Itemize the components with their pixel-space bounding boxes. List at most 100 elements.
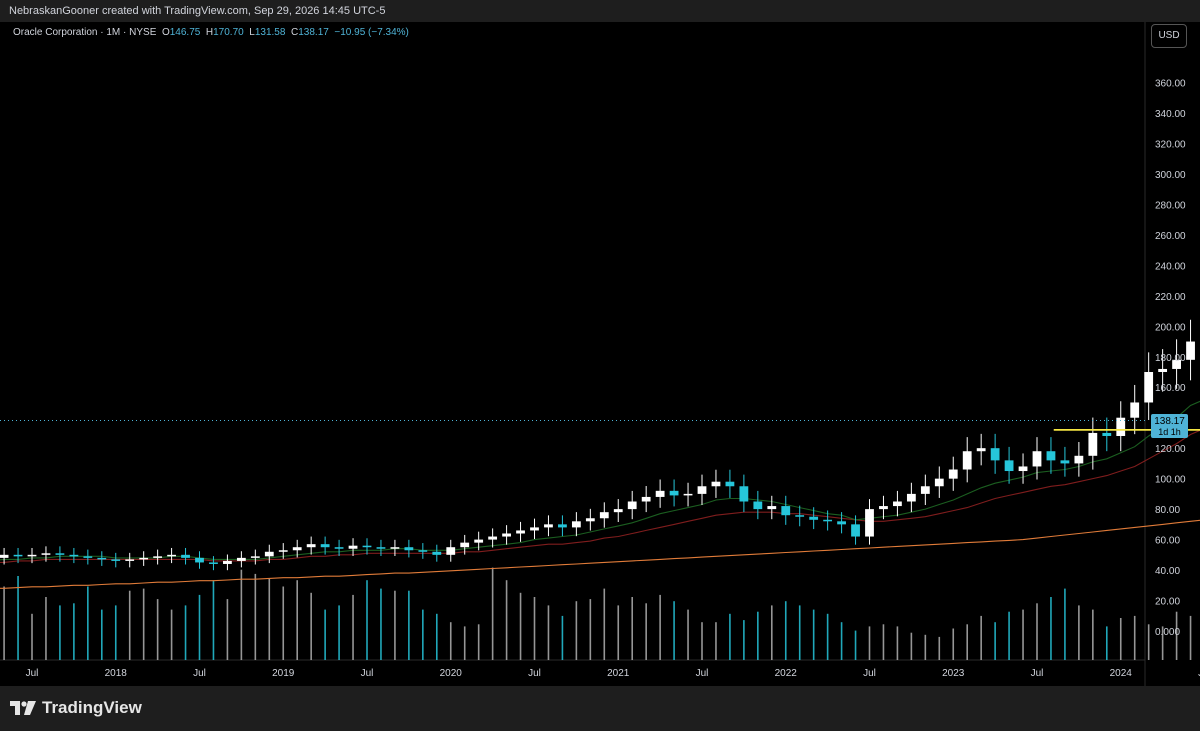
volume-bar [198,594,201,660]
currency-button[interactable]: USD [1151,24,1187,48]
x-tick-label: Jul [696,668,709,679]
volume-bar [980,615,982,660]
candle-body [432,551,442,555]
candle-body [153,556,163,558]
candle-body [69,554,79,557]
volume-bar [784,601,787,660]
volume-bar [296,580,299,660]
candle-body [83,556,93,558]
x-tick-label: Jul [193,668,206,679]
symbol-name: Oracle Corporation · 1M · NYSE [13,27,157,38]
volume-bar [603,588,606,660]
volume-bar [352,594,354,660]
volume-bar [422,609,424,660]
symbol-legend: Oracle Corporation · 1M · NYSE O146.75 H… [13,27,409,38]
y-tick-label: 240.00 [1155,261,1186,272]
candle-body [1102,432,1112,436]
volume-bar [1175,611,1178,660]
candle-body [55,553,65,555]
candle-body [795,515,805,517]
candle-body [390,547,400,549]
volume-bar [268,578,271,660]
volume-bar [282,586,285,660]
x-tick-label: Jul [863,668,876,679]
candle-body [571,521,581,528]
moving-averages [0,400,1200,589]
volume-bar [156,599,159,660]
candle-body [753,501,763,510]
time-axis[interactable]: Jul 2018 Jul 2019 Jul 2020 Jul 2021 Jul 2022 Jul 20… [26,668,1200,679]
tradingview-brand: TradingView [42,698,142,717]
volume-bar [743,620,745,660]
volume-bar [729,613,731,660]
candle-body [725,481,735,487]
candle-body [585,518,595,522]
volume-bar [1133,615,1136,660]
y-tick-label: 20.00 [1155,597,1180,608]
candle-body [1144,372,1154,403]
candle-body [250,556,260,558]
candle-body [139,557,149,560]
candle-body [906,493,916,502]
tradingview-logo[interactable]: TradingView [10,698,142,718]
volume-bar [896,626,899,660]
candle-body [1032,451,1042,467]
tradingview-logo-icon [10,701,36,715]
volume-bar [477,624,480,660]
candle-body [1116,417,1126,436]
low-label: L [249,27,255,38]
candle-body [474,539,484,543]
candle-body [502,533,511,537]
candle-body [641,496,651,502]
candle-body [209,562,218,564]
candles [0,319,1195,571]
volume-bar [840,622,843,660]
candle-body [195,557,204,563]
volume-bar [1119,618,1122,660]
volume-bar [505,580,508,660]
candle-body [837,521,846,525]
price-chart[interactable]: 0.00020.0040.0060.0080.00100.00120.00140… [0,0,1200,686]
close-label: C [291,27,299,38]
open-value: 146.75 [169,27,201,38]
low-value: 131.58 [254,27,286,38]
candle-body [111,559,121,561]
candle-body [306,544,316,548]
price-tag: 138.17 1d 1h [1151,414,1188,438]
volume-bar [826,613,829,660]
volume-bar [561,615,564,660]
chart-frame[interactable] [0,22,1200,708]
candle-body [613,509,623,513]
volume-bar [142,588,145,660]
candle-body [948,469,958,479]
candle-body [320,544,330,548]
candle-body [181,554,190,558]
candle-body [530,527,539,531]
high-label: H [205,27,214,38]
candle-body [278,550,288,552]
candle-body [865,509,874,537]
volume-bar [31,613,33,660]
drawings [0,419,1200,431]
x-tick-label: 2021 [607,668,630,679]
open-label: O [161,27,170,38]
attribution-text: NebraskanGooner created with TradingView… [9,5,386,17]
candle-body [223,560,232,564]
price-axis[interactable]: 0.00020.0040.0060.0080.00100.00120.00140… [1155,79,1186,638]
candle-body [851,524,860,537]
close-value: 138.17 [298,27,329,38]
x-tick-label: Jul [1198,668,1200,679]
candle-body [292,547,302,551]
volume-bar [1036,603,1038,660]
volume-bar [673,601,675,660]
volume-bar [240,569,243,660]
volume-bar [1189,615,1192,660]
candle-body [13,554,23,557]
candle-body [711,481,721,487]
volume-bar [812,609,815,660]
volume-bar [533,597,536,660]
volume-bar [1050,597,1052,660]
candle-body [125,559,135,561]
candle-body [990,448,1000,461]
candle-body [376,547,386,549]
